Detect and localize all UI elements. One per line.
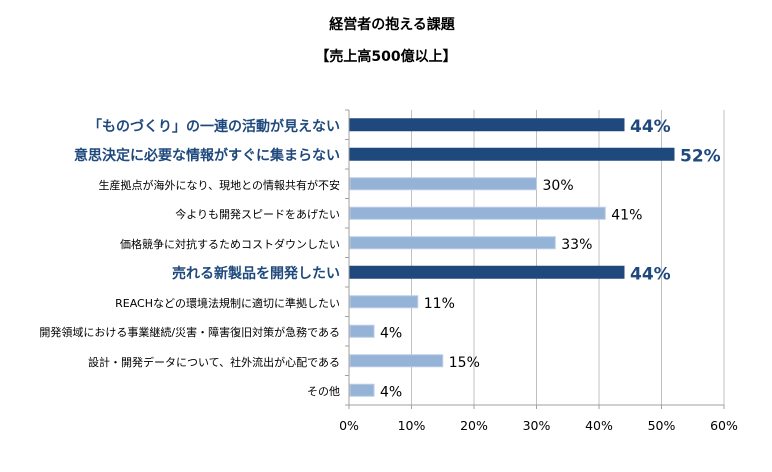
value-label: 41% — [611, 207, 642, 223]
bars — [349, 118, 675, 397]
value-label: 44% — [630, 264, 671, 284]
value-labels: 44% 52% 30% 41% 33% 44% 11% 4% 15% 4% — [380, 117, 721, 401]
value-label: 30% — [543, 178, 574, 194]
bar — [349, 147, 675, 161]
category-label: 設計・開発データについて、社外流出が心配である — [87, 355, 340, 369]
value-label: 33% — [561, 237, 592, 253]
x-tick-label: 60% — [710, 418, 738, 433]
value-label: 4% — [380, 384, 402, 400]
category-label: その他 — [307, 385, 340, 399]
x-tick-label: 40% — [585, 418, 613, 433]
bar — [349, 265, 625, 279]
axes — [345, 109, 725, 409]
category-label: 今よりも開発スピードをあげたい — [175, 208, 340, 222]
bar — [349, 118, 625, 132]
category-label: 意思決定に必要な情報がすぐに集まらない — [74, 148, 340, 165]
bar — [349, 295, 419, 309]
category-label: 価格競争に対抗するためコストダウンしたい — [120, 237, 340, 251]
bar — [349, 324, 375, 338]
bar — [349, 383, 375, 397]
x-tick-label: 20% — [460, 418, 488, 433]
category-label: REACHなどの環境法規制に適切に準拠したい — [115, 296, 340, 310]
value-label: 44% — [630, 117, 671, 137]
value-label: 4% — [380, 325, 402, 341]
category-label: 売れる新製品を開発したい — [172, 266, 340, 283]
x-tick-label: 30% — [523, 418, 551, 433]
category-label: 生産拠点が海外になり、現地との情報共有が不安 — [98, 178, 340, 192]
bar — [349, 236, 556, 250]
value-label: 52% — [680, 146, 721, 166]
category-label: 「ものづくり」の一連の活動が見えない — [88, 118, 340, 135]
x-tick-label: 10% — [398, 418, 426, 433]
x-tick-label: 50% — [648, 418, 676, 433]
chart-subtitle: 【売上高500億以上】 — [315, 49, 457, 65]
value-label: 15% — [449, 355, 480, 371]
category-label: 開発領域における事業継続/災害・障害復旧対策が急務である — [39, 326, 340, 340]
x-tick-labels: 0% 10% 20% 30% 40% 50% 60% — [339, 418, 738, 433]
value-label: 11% — [424, 296, 455, 312]
bar — [349, 177, 537, 191]
bar — [349, 354, 444, 368]
x-tick-label: 0% — [339, 418, 359, 433]
chart-title: 経営者の抱える課題 — [329, 17, 455, 33]
bar — [349, 206, 606, 220]
